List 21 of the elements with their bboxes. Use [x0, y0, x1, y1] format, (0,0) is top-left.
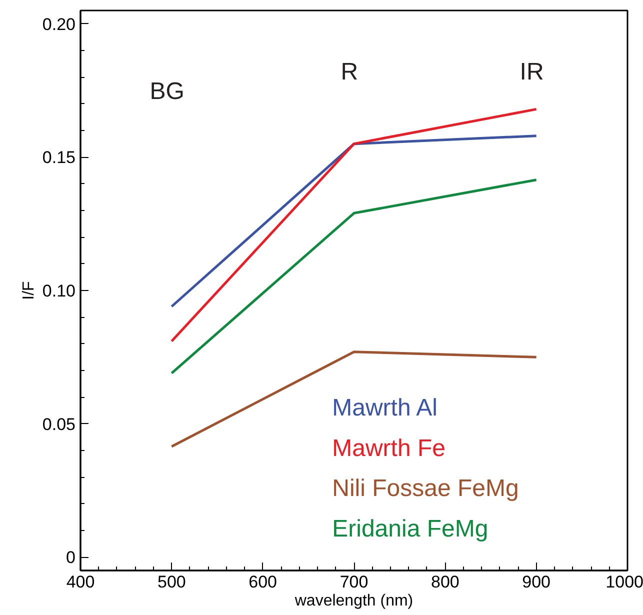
y-axis-title: I/F	[20, 280, 38, 300]
y-tick-label: 0.05	[42, 414, 76, 434]
annotation: BG	[150, 78, 184, 106]
x-tick-label: 1000	[606, 572, 643, 592]
text: Nili Fossae FeMg	[332, 475, 519, 502]
y-tick-label: 0.20	[42, 14, 76, 34]
text: Mawrth Al	[332, 394, 438, 422]
x-axis-title: wavelength (nm)	[294, 592, 414, 610]
x-tick-label: 800	[430, 572, 460, 592]
x-tick-label: 700	[340, 572, 368, 592]
text: Eridania FeMg	[332, 516, 488, 543]
x-tick-label: 600	[248, 572, 278, 592]
y-tick-label: 0	[66, 548, 76, 568]
x-tick-label: 400	[66, 572, 95, 592]
y-tick-label: 0.10	[42, 282, 76, 300]
x-tick-label: 500	[157, 572, 186, 592]
x-tick-label: 900	[522, 572, 551, 592]
y-tick-label: 0.15	[42, 148, 76, 168]
annotation: IR	[520, 58, 544, 86]
annotation: R	[340, 58, 358, 86]
text: Mawrth Fe	[332, 434, 446, 462]
